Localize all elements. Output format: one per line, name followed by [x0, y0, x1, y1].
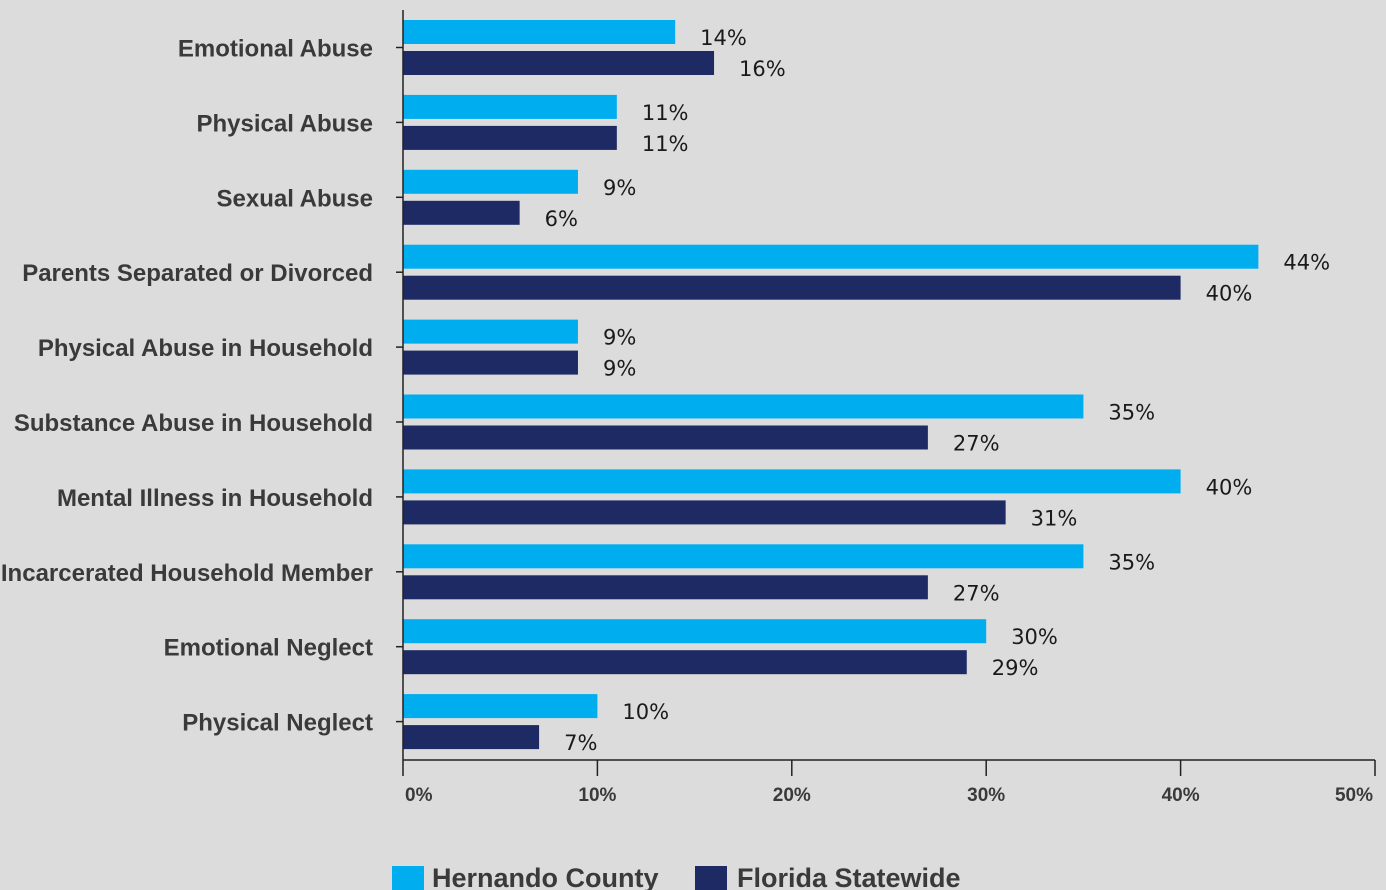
x-tick-label: 0%: [405, 785, 433, 806]
data-label: 27%: [953, 581, 1000, 605]
legend-swatch: [392, 866, 424, 890]
data-label: 27%: [953, 432, 1000, 456]
category-label: Emotional Abuse: [178, 36, 373, 63]
bar-hernando-county: [403, 20, 676, 44]
bar-florida-statewide: [403, 425, 928, 450]
data-label: 31%: [1031, 506, 1078, 530]
bar-florida-statewide: [403, 575, 928, 600]
data-label: 35%: [1108, 550, 1155, 574]
category-label: Physical Neglect: [182, 710, 373, 737]
category-labels: Emotional Abuse Physical Abuse Sexual Abus…: [1, 36, 373, 737]
data-label: 35%: [1108, 401, 1155, 425]
bar-florida-statewide: [403, 125, 617, 150]
bar-hernando-county: [403, 694, 598, 719]
bar-hernando-county: [403, 544, 1084, 569]
x-tick-label: 40%: [1162, 785, 1200, 806]
data-label: 9%: [603, 176, 636, 200]
legend-swatch: [695, 866, 727, 890]
category-label: Physical Abuse: [196, 110, 373, 137]
x-tick-label: 20%: [773, 785, 811, 806]
legend: Hernando County Florida Statewide: [392, 863, 961, 890]
data-label: 9%: [603, 357, 636, 381]
axes: 0% 10% 20% 30% 40% 50%: [396, 10, 1376, 806]
bar-florida-statewide: [403, 500, 1006, 525]
legend-label: Florida Statewide: [737, 863, 961, 890]
legend-item: Hernando County: [392, 863, 659, 890]
bar-hernando-county: [403, 619, 987, 644]
data-label: 6%: [545, 207, 578, 231]
category-label: Parents Separated or Divorced: [22, 260, 373, 287]
bar-florida-statewide: [403, 51, 715, 75]
data-label: 40%: [1206, 475, 1253, 499]
data-label: 30%: [1011, 625, 1058, 649]
x-tick-label: 10%: [578, 785, 616, 806]
value-labels: 14%16%11%11%9%6%44%40%9%9%35%27%40%31%35…: [545, 26, 1330, 755]
data-label: 44%: [1283, 251, 1330, 275]
bar-hernando-county: [403, 394, 1084, 419]
bar-hernando-county: [403, 319, 578, 344]
category-label: Emotional Neglect: [164, 635, 373, 662]
data-label: 11%: [642, 132, 689, 156]
x-tick-label: 30%: [967, 785, 1005, 806]
data-label: 16%: [739, 57, 786, 81]
bar-hernando-county: [403, 169, 578, 194]
x-tick-label: 50%: [1335, 785, 1373, 806]
category-label: Substance Abuse in Household: [14, 410, 373, 437]
category-label: Incarcerated Household Member: [1, 560, 373, 587]
bar-florida-statewide: [403, 725, 540, 750]
bar-hernando-county: [403, 469, 1181, 494]
bar-florida-statewide: [403, 650, 967, 675]
data-label: 9%: [603, 326, 636, 350]
bar-florida-statewide: [403, 200, 520, 225]
data-label: 7%: [564, 731, 597, 755]
legend-label: Hernando County: [432, 863, 659, 890]
data-label: 14%: [700, 26, 747, 50]
data-label: 11%: [642, 101, 689, 125]
data-label: 10%: [622, 700, 669, 724]
legend-item: Florida Statewide: [695, 863, 961, 890]
bar-florida-statewide: [403, 275, 1181, 300]
category-label: Mental Illness in Household: [57, 485, 373, 512]
bar-hernando-county: [403, 244, 1259, 269]
bars: [403, 20, 1259, 750]
category-label: Sexual Abuse: [216, 185, 373, 212]
bar-hernando-county: [403, 94, 617, 119]
bar-florida-statewide: [403, 350, 578, 375]
data-label: 40%: [1206, 282, 1253, 306]
data-label: 29%: [992, 656, 1039, 680]
category-label: Physical Abuse in Household: [38, 335, 373, 362]
